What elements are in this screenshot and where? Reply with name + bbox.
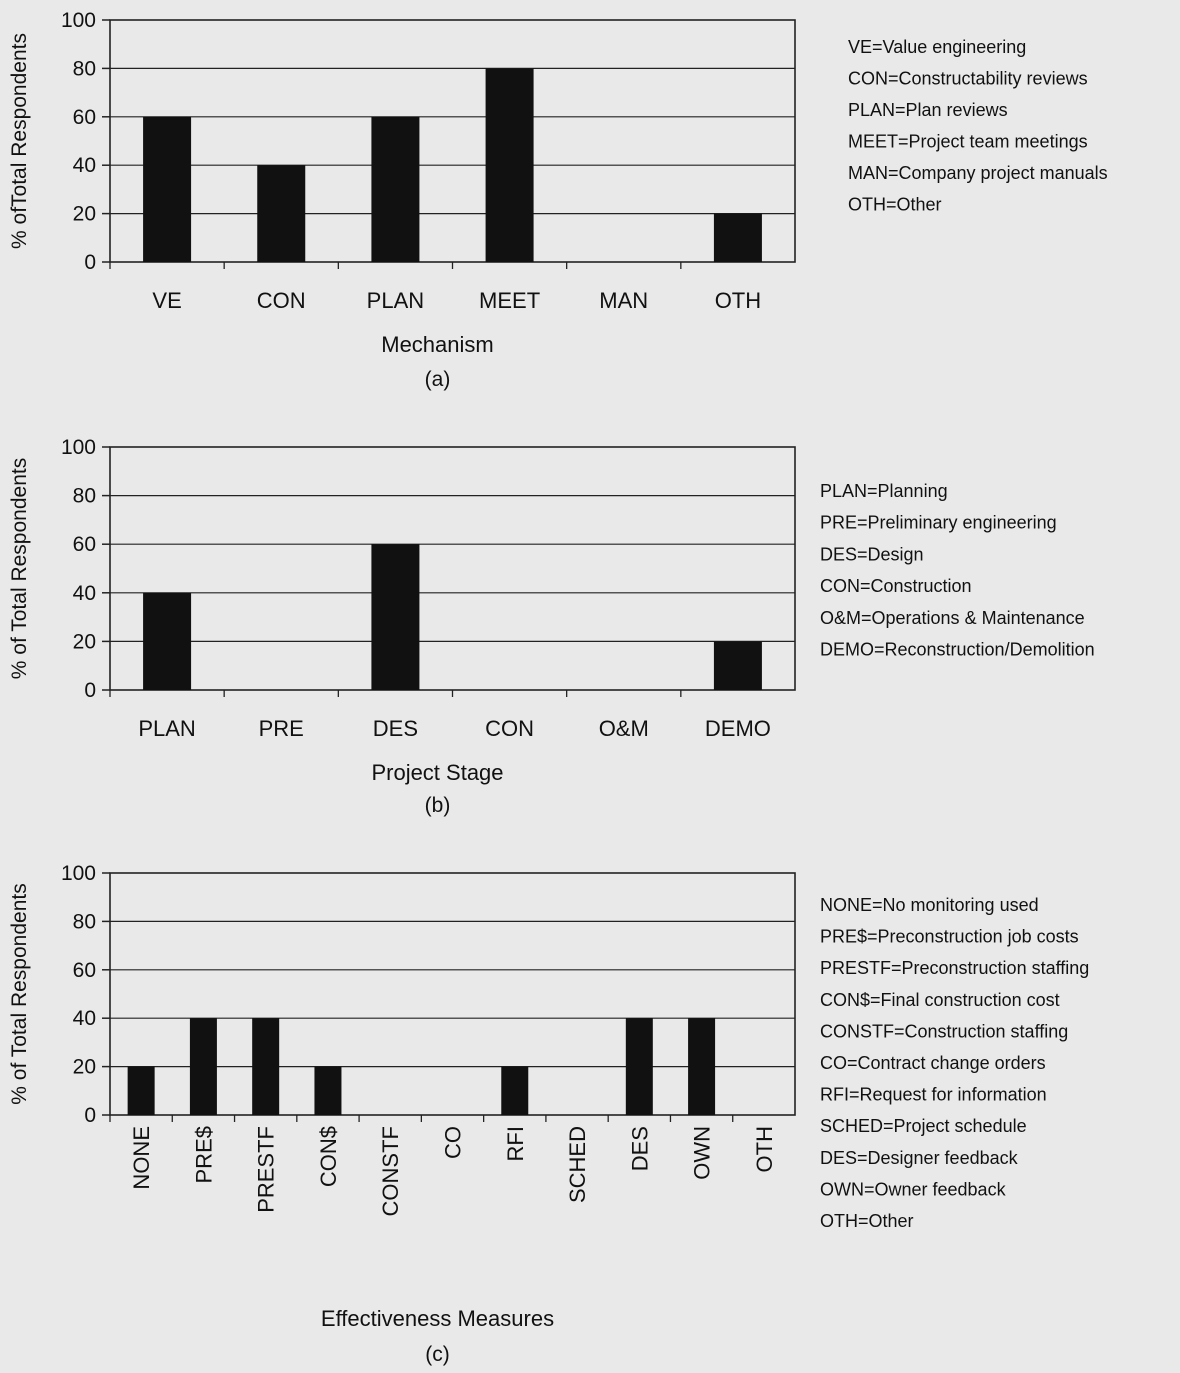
y-axis-title: % of Total Respondents	[8, 458, 31, 679]
legend-entry: DEMO=Reconstruction/Demolition	[820, 640, 1095, 660]
y-tick-label: 80	[73, 910, 96, 933]
bar-des	[371, 544, 420, 690]
y-tick-label: 100	[61, 9, 96, 32]
legend-entry: PLAN=Planning	[820, 481, 948, 501]
category-label: PRE	[259, 716, 304, 741]
y-tick-label: 0	[84, 679, 96, 702]
category-label: MEET	[479, 288, 540, 313]
y-tick-label: 20	[73, 203, 96, 226]
category-label: DES	[373, 716, 418, 741]
legend-entry: PRE=Preliminary engineering	[820, 513, 1057, 533]
category-label: CONSTF	[378, 1126, 403, 1216]
y-tick-label: 40	[73, 154, 96, 177]
category-label: SCHED	[565, 1126, 590, 1203]
category-label: PLAN	[138, 716, 195, 741]
legend-entry: MEET=Project team meetings	[848, 132, 1088, 152]
bar-own	[688, 1018, 716, 1115]
chart-panel-3: 0 20 40 60 80 100 NONE PRE$ PRESTF CON$ CONSTF CO RF…	[8, 862, 1089, 1366]
legend-entry: MAN=Company project manuals	[848, 163, 1108, 183]
category-label: CON$	[316, 1126, 341, 1187]
y-tick-label: 80	[73, 485, 96, 508]
legend-entry: OTH=Other	[848, 195, 942, 215]
y-tick-label: 80	[73, 57, 96, 80]
legend-entry: PLAN=Plan reviews	[848, 100, 1008, 120]
y-tick-label: 0	[84, 251, 96, 274]
bar-plan	[143, 592, 192, 690]
legend-entry: PRESTF=Preconstruction staffing	[820, 958, 1089, 978]
legend-entry: CO=Contract change orders	[820, 1053, 1046, 1073]
y-tick-label: 100	[61, 862, 96, 885]
category-label: DEMO	[705, 716, 771, 741]
panel-label: (c)	[425, 1343, 450, 1366]
x-axis-title: Project Stage	[371, 760, 503, 785]
bar-plan	[371, 116, 420, 262]
y-tick-label: 60	[73, 959, 96, 982]
legend-entry: CON=Construction	[820, 576, 972, 596]
y-tick-label: 60	[73, 106, 96, 129]
bar-none	[127, 1066, 155, 1115]
category-label: DES	[627, 1126, 652, 1171]
legend-entry: CONSTF=Construction staffing	[820, 1021, 1068, 1041]
category-label: CON	[257, 288, 306, 313]
plot-frame	[109, 446, 796, 691]
x-axis-title: Mechanism	[381, 332, 493, 357]
y-tick-label: 20	[73, 630, 96, 653]
x-axis-title: Effectiveness Measures	[321, 1306, 554, 1331]
y-tick-label: 0	[84, 1104, 96, 1127]
bar-ve	[143, 116, 192, 262]
category-label: PLAN	[367, 288, 424, 313]
category-label: NONE	[129, 1126, 154, 1190]
bar-rfi	[501, 1066, 529, 1115]
legend-entry: CON=Constructability reviews	[848, 69, 1088, 89]
bar-con	[314, 1066, 342, 1115]
bar-demo	[713, 641, 762, 690]
legend-entry: SCHED=Project schedule	[820, 1116, 1027, 1136]
legend-entry: DES=Design	[820, 544, 924, 564]
category-label: OWN	[690, 1126, 715, 1180]
legend-entry: DES=Designer feedback	[820, 1148, 1019, 1168]
legend-entry: NONE=No monitoring used	[820, 895, 1039, 915]
bar-con	[257, 165, 306, 262]
category-label: OTH	[715, 288, 761, 313]
legend-entry: OTH=Other	[820, 1211, 914, 1231]
category-label: PRE$	[191, 1126, 216, 1183]
bar-oth	[713, 213, 762, 262]
y-tick-label: 100	[61, 436, 96, 459]
category-label: CO	[441, 1126, 466, 1159]
legend-entry: RFI=Request for information	[820, 1085, 1047, 1105]
category-label: VE	[152, 288, 181, 313]
legend-entry: CON$=Final construction cost	[820, 990, 1060, 1010]
chart-panel-2: 0 20 40 60 80 100 PLAN PRE DES CON O&M DEMO Project …	[8, 436, 1095, 817]
legend: NONE=No monitoring used PRE$=Preconstruct…	[820, 895, 1089, 1231]
legend-entry: VE=Value engineering	[848, 37, 1026, 57]
y-tick-label: 40	[73, 1007, 96, 1030]
chart-panel-1: 0 20 40 60 80 100 VE CON PLAN MEET MAN OTH Mechanism…	[8, 9, 1108, 391]
panel-label: (b)	[425, 794, 451, 817]
category-label: RFI	[503, 1126, 528, 1161]
category-label: OTH	[752, 1126, 777, 1172]
y-tick-label: 40	[73, 582, 96, 605]
bar-pre	[189, 1018, 217, 1115]
bar-meet	[485, 68, 534, 263]
legend: VE=Value engineering CON=Constructability…	[848, 37, 1108, 215]
y-tick-label: 60	[73, 533, 96, 556]
legend-entry: O&M=Operations & Maintenance	[820, 608, 1085, 628]
plot-frame	[109, 872, 796, 1116]
panel-label: (a)	[425, 368, 451, 391]
y-axis-title: % ofTotal Respondents	[8, 33, 31, 249]
legend-entry: OWN=Owner feedback	[820, 1179, 1007, 1199]
plot-frame	[109, 19, 796, 263]
y-axis-title: % of Total Respondents	[8, 883, 31, 1104]
legend: PLAN=Planning PRE=Preliminary engineering…	[820, 481, 1095, 660]
category-label: MAN	[599, 288, 648, 313]
y-tick-label: 20	[73, 1056, 96, 1079]
category-label: PRESTF	[254, 1126, 279, 1213]
category-label: O&M	[599, 716, 649, 741]
bar-prestf	[252, 1018, 280, 1115]
legend-entry: PRE$=Preconstruction job costs	[820, 927, 1079, 947]
category-label: CON	[485, 716, 534, 741]
bar-des	[625, 1018, 653, 1115]
